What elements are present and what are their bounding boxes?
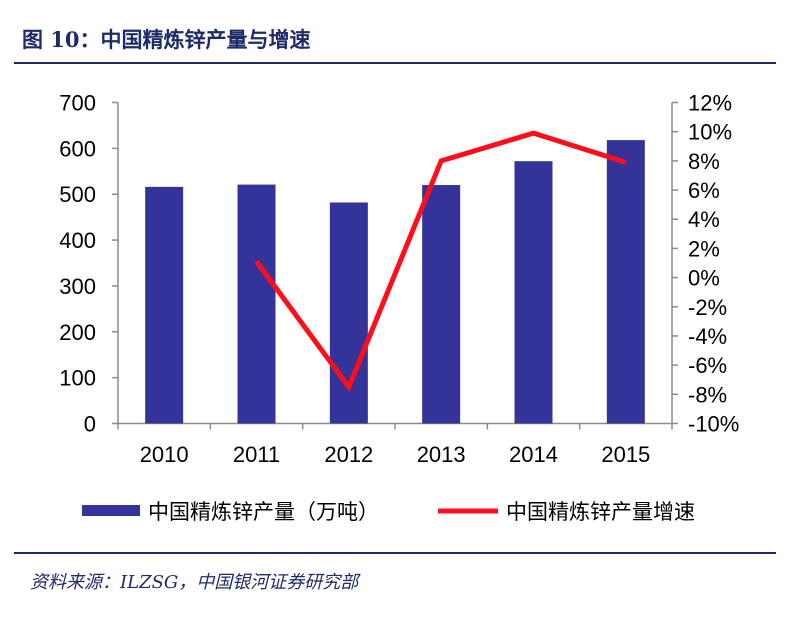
right-tick-label: 12% (688, 91, 732, 116)
right-tick-label: -8% (688, 382, 727, 407)
left-tick-label: 200 (59, 320, 96, 345)
right-tick-label: 10% (688, 120, 732, 145)
bar-2010 (145, 186, 184, 424)
chart-title: 图 10：中国精炼锌产量与增速 (22, 27, 311, 52)
bar-2013 (422, 185, 461, 424)
left-tick-label: 100 (59, 366, 96, 391)
right-tick-label: 4% (688, 207, 720, 232)
x-tick-label: 2012 (324, 442, 373, 467)
right-tick-label: 6% (688, 178, 720, 203)
source-divider (14, 552, 776, 554)
x-tick-label: 2013 (417, 442, 466, 467)
bar-2011 (237, 184, 276, 424)
bar-2014 (514, 161, 553, 424)
x-tick-label: 2011 (233, 442, 280, 467)
left-tick-label: 0 (84, 412, 96, 437)
right-tick-label: 0% (688, 266, 720, 291)
x-tick-label: 2014 (509, 442, 558, 467)
title-divider (14, 62, 776, 64)
right-tick-label: -10% (688, 412, 739, 437)
legend-label-line: 中国精炼锌产量增速 (506, 500, 695, 524)
left-tick-label: 500 (59, 182, 96, 207)
left-tick-label: 400 (59, 228, 96, 253)
x-tick-label: 2015 (601, 442, 650, 467)
right-tick-label: 8% (688, 149, 720, 174)
legend-label-bar: 中国精炼锌产量（万吨） (148, 500, 379, 524)
legend-swatch-bar (82, 505, 140, 516)
right-tick-label: -6% (688, 353, 727, 378)
x-tick-label: 2010 (140, 442, 189, 467)
right-tick-label: -2% (688, 295, 727, 320)
bar-2015 (606, 140, 645, 424)
right-tick-label: 2% (688, 236, 720, 261)
right-tick-label: -4% (688, 324, 727, 349)
left-tick-label: 300 (59, 274, 96, 299)
source-note: 资料来源：ILZSG，中国银河证券研究部 (30, 572, 359, 593)
left-tick-label: 600 (59, 136, 96, 161)
left-tick-label: 700 (59, 91, 96, 116)
